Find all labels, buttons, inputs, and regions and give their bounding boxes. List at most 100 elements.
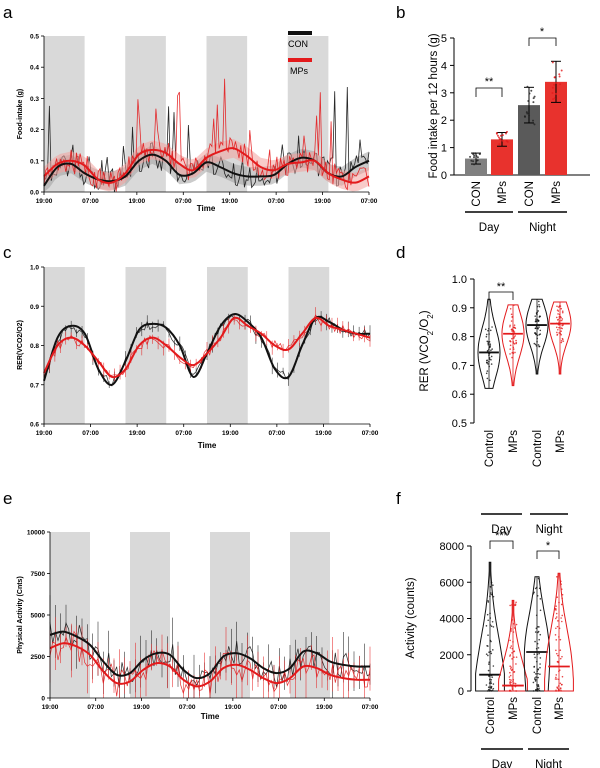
sig-label: * xyxy=(546,540,551,552)
y-tick-label: 5 xyxy=(441,33,447,45)
data-point xyxy=(555,316,558,319)
y-tick-label: 0.5 xyxy=(452,418,467,430)
data-point xyxy=(553,76,556,79)
y-tick-label: 4000 xyxy=(440,614,464,626)
data-point xyxy=(534,343,537,346)
data-point xyxy=(485,335,488,338)
x-tick-label: 19:00 xyxy=(221,198,238,205)
y-tick-label: 5000 xyxy=(31,613,46,620)
data-point xyxy=(473,163,476,166)
data-point xyxy=(492,584,494,586)
data-point xyxy=(532,690,535,692)
x-tick-label: 19:00 xyxy=(316,704,333,711)
data-point xyxy=(556,596,559,599)
data-point xyxy=(487,675,490,677)
x-tick-label: 19:00 xyxy=(36,198,53,205)
data-point xyxy=(559,689,561,692)
x-tick-label: MPs xyxy=(508,430,520,453)
data-point xyxy=(490,355,493,358)
y-tick-label: 0.9 xyxy=(452,303,467,315)
data-point xyxy=(530,89,533,92)
data-point xyxy=(498,143,501,146)
data-point xyxy=(535,333,537,336)
data-point xyxy=(489,343,492,346)
data-point xyxy=(556,331,558,334)
y-tick-label: 1.0 xyxy=(452,274,467,286)
data-point xyxy=(509,340,511,342)
raw-series-mps xyxy=(49,630,371,697)
data-point xyxy=(554,617,557,620)
data-point xyxy=(515,623,518,626)
data-point xyxy=(538,345,541,348)
data-point xyxy=(561,324,564,327)
data-point xyxy=(510,666,512,669)
data-point xyxy=(539,657,542,659)
raw-series-mps xyxy=(43,314,371,376)
legend: CON MPs xyxy=(288,31,312,76)
night-band xyxy=(288,267,330,424)
data-point xyxy=(509,308,512,310)
sig-bracket xyxy=(488,291,514,300)
sig-bracket xyxy=(528,37,557,46)
data-point xyxy=(509,348,511,350)
data-point xyxy=(538,689,541,692)
data-point xyxy=(511,356,513,359)
panel-d: d 0.5 0.6 0.7 0.8 0.9 1.0 RER (VCO2/O2) Contr… xyxy=(396,243,572,536)
data-point xyxy=(538,638,540,641)
data-point xyxy=(508,676,511,678)
data-point xyxy=(511,316,513,318)
x-tick-label: 07:00 xyxy=(87,704,104,711)
data-point xyxy=(559,687,562,689)
sig-label: ** xyxy=(497,281,506,293)
x-tick-label: 07:00 xyxy=(82,430,99,437)
data-point xyxy=(511,330,513,332)
data-point xyxy=(557,654,559,657)
x-tick-label: CON xyxy=(471,181,483,207)
group-label: Night xyxy=(529,222,557,234)
y-tick-label: 0.6 xyxy=(30,422,39,429)
panel-c: c 0.6 0.7 0.8 0.9 1.0 19:00 07:00 19:00 07:00 19… xyxy=(3,243,379,450)
data-point xyxy=(487,634,489,636)
x-tick-label: 07:00 xyxy=(269,430,286,437)
y-tick-label: 2000 xyxy=(440,650,464,662)
data-point xyxy=(532,119,535,122)
data-point xyxy=(558,326,560,329)
panel-letter-d: d xyxy=(396,243,405,262)
data-point xyxy=(490,678,493,681)
data-point xyxy=(487,669,490,672)
data-point xyxy=(537,685,540,687)
data-point xyxy=(561,311,564,314)
data-point xyxy=(537,647,540,649)
panel-letter-e: e xyxy=(3,489,12,508)
data-point xyxy=(491,326,493,328)
data-point xyxy=(492,595,495,598)
data-point xyxy=(509,665,511,668)
night-band xyxy=(50,532,90,698)
data-point xyxy=(511,658,513,660)
panel-letter-f: f xyxy=(396,489,401,508)
y-tick-label: 0.8 xyxy=(30,343,39,350)
data-point xyxy=(559,649,562,652)
y-tick-label: 0.2 xyxy=(30,127,39,134)
data-point xyxy=(490,686,493,689)
x-tick-label: 19:00 xyxy=(225,704,242,711)
x-tick-label: 07:00 xyxy=(362,704,379,711)
data-point xyxy=(555,92,558,95)
data-point xyxy=(487,342,489,345)
data-point xyxy=(556,319,559,321)
data-point xyxy=(560,330,562,332)
data-point xyxy=(557,328,559,331)
panel-letter-c: c xyxy=(3,243,12,262)
data-point xyxy=(551,86,554,89)
data-point xyxy=(472,156,475,159)
data-point xyxy=(499,134,502,137)
data-point xyxy=(532,101,535,104)
data-point xyxy=(560,583,562,585)
data-point xyxy=(557,620,559,622)
data-point xyxy=(492,665,495,667)
y-tick-label: 6000 xyxy=(440,577,464,589)
data-point xyxy=(555,674,558,676)
data-point xyxy=(498,138,501,141)
night-band xyxy=(210,532,250,698)
data-point xyxy=(560,617,562,619)
